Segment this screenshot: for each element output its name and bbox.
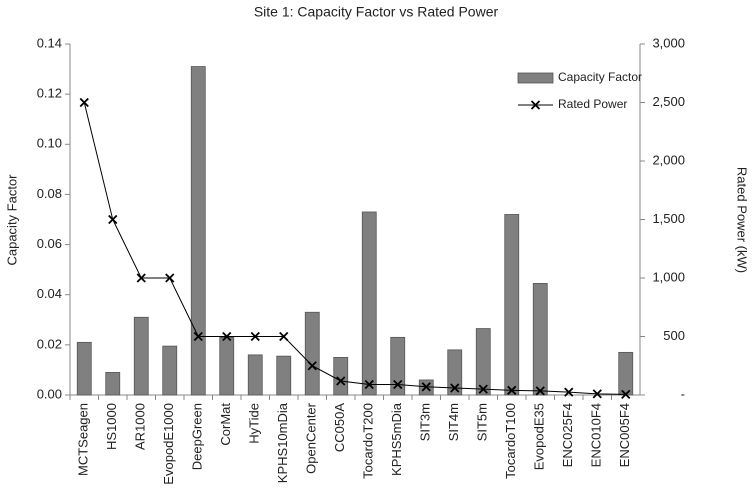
x-tick-label: ENC025F4 xyxy=(560,403,575,467)
marker xyxy=(393,379,403,390)
marker xyxy=(621,389,631,400)
x-tick-label: SIT3m xyxy=(418,403,433,441)
bar xyxy=(532,283,548,396)
marker xyxy=(250,331,260,342)
y-tick-label: 0.00 xyxy=(37,386,62,401)
bar xyxy=(475,328,491,396)
legend-swatch xyxy=(517,72,554,84)
bar xyxy=(133,316,149,396)
legend-marker xyxy=(530,100,541,110)
line xyxy=(83,102,626,395)
marker xyxy=(136,273,146,283)
bar xyxy=(390,336,406,396)
marker xyxy=(592,389,602,399)
y2-tick-label: 3,000 xyxy=(652,35,685,50)
y-tick-label: 0.08 xyxy=(37,186,62,201)
x-tick-label: DeepGreen xyxy=(190,403,205,470)
x-tick-label: ENC010F4 xyxy=(589,403,604,467)
y-tick-label: 0.14 xyxy=(37,35,62,50)
x-tick-label: SIT5m xyxy=(475,403,490,441)
x-tick-label: CC050A xyxy=(332,403,347,452)
x-tick-label: HyTide xyxy=(247,403,262,444)
y2-tick-label: 500 xyxy=(663,328,685,343)
chart-title: Site 1: Capacity Factor vs Rated Power xyxy=(254,4,499,20)
y-tick-label: 0.06 xyxy=(37,236,62,251)
marker xyxy=(307,361,317,371)
bar xyxy=(304,311,320,396)
marker xyxy=(450,383,460,393)
x-tick-label: ENC005F4 xyxy=(617,403,632,467)
marker xyxy=(108,214,118,225)
marker xyxy=(279,331,289,342)
x-tick-label: CorMat xyxy=(218,403,233,446)
x-tick-label: KPHS10mDia xyxy=(275,402,290,483)
y2-tick-label: 1,500 xyxy=(652,211,685,226)
x-tick-label: KPHS5mDia xyxy=(389,402,404,476)
x-tick-label: TocardoT100 xyxy=(503,403,518,479)
bar xyxy=(276,355,292,396)
bar xyxy=(247,354,263,396)
y-axis-label: Capacity Factor xyxy=(4,174,19,266)
y-tick-label: 0.04 xyxy=(37,286,62,301)
marker xyxy=(165,273,175,283)
x-tick-label: HS1000 xyxy=(104,403,119,450)
legend-label: Capacity Factor xyxy=(558,70,642,84)
marker xyxy=(421,382,431,392)
marker xyxy=(564,387,574,397)
y2-tick-label: - xyxy=(681,386,685,401)
y2-tick-label: 2,500 xyxy=(652,94,685,109)
marker xyxy=(79,97,89,108)
bar xyxy=(76,341,92,396)
x-tick-label: OpenCenter xyxy=(304,402,319,473)
x-tick-label: SIT4m xyxy=(446,403,461,441)
bar xyxy=(219,336,235,396)
marker xyxy=(507,385,517,395)
marker xyxy=(478,384,488,394)
marker xyxy=(193,331,203,342)
bar xyxy=(333,356,349,396)
marker xyxy=(336,376,346,386)
y2-tick-label: 2,000 xyxy=(652,152,685,167)
y-tick-label: 0.02 xyxy=(37,336,62,351)
bar xyxy=(618,351,634,396)
marker xyxy=(535,386,545,396)
bar xyxy=(105,372,121,396)
legend-label: Rated Power xyxy=(558,97,627,111)
y2-axis-label: Rated Power (kW) xyxy=(735,167,750,273)
y-tick-label: 0.12 xyxy=(37,86,62,101)
x-tick-label: EvopodE1000 xyxy=(161,403,176,485)
x-tick-label: MCTSeagen xyxy=(76,403,91,476)
bar xyxy=(504,214,520,396)
x-tick-label: TocardoT200 xyxy=(361,403,376,479)
bar xyxy=(162,345,178,396)
marker xyxy=(364,379,374,390)
marker xyxy=(222,331,232,342)
bar xyxy=(361,211,377,396)
x-tick-label: EvopodE35 xyxy=(532,403,547,470)
bar xyxy=(190,66,206,396)
x-tick-label: AR1000 xyxy=(133,403,148,450)
y2-tick-label: 1,000 xyxy=(652,269,685,284)
y-tick-label: 0.10 xyxy=(37,136,62,151)
